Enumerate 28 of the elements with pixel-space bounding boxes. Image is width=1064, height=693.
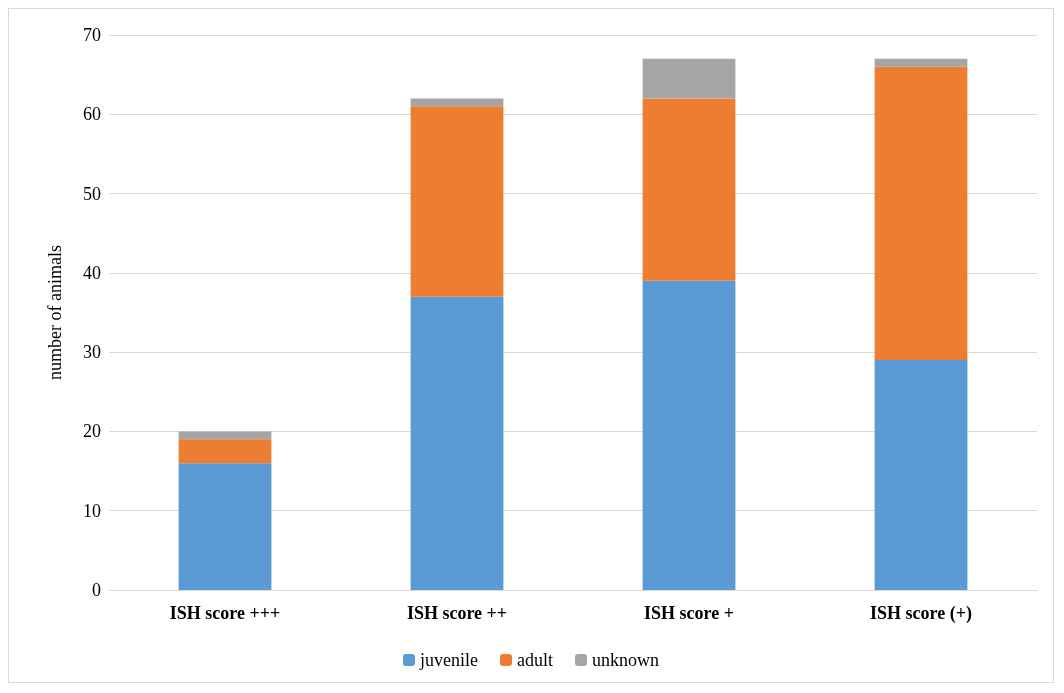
bar xyxy=(178,431,272,440)
x-tick-label: ISH score ++ xyxy=(406,603,508,623)
y-tick-label: 50 xyxy=(83,183,101,204)
y-tick-label: 60 xyxy=(83,104,101,125)
x-tick-label: ISH score +++ xyxy=(169,603,281,623)
y-tick-label: 10 xyxy=(83,500,101,521)
y-axis-title: number of animals xyxy=(45,245,65,380)
y-tick-label: 70 xyxy=(83,25,101,45)
y-tick-label: 40 xyxy=(83,262,101,283)
bar xyxy=(410,106,504,297)
y-tick-label: 0 xyxy=(92,580,101,600)
bar xyxy=(410,98,504,107)
legend-label: juvenile xyxy=(419,650,479,670)
x-tick-label: ISH score (+) xyxy=(870,603,972,624)
y-tick-label: 30 xyxy=(83,342,101,363)
bar xyxy=(410,296,504,590)
x-tick-label: ISH score + xyxy=(644,603,734,623)
y-tick-label: 20 xyxy=(83,421,101,442)
bar xyxy=(178,439,272,464)
bar xyxy=(874,58,968,67)
bar xyxy=(642,280,736,590)
legend-label: adult xyxy=(517,650,553,670)
legend-label: unknown xyxy=(591,650,659,670)
bar xyxy=(642,58,736,99)
bar xyxy=(178,463,272,590)
bar xyxy=(642,98,736,281)
bar xyxy=(874,66,968,361)
bar xyxy=(874,360,968,590)
